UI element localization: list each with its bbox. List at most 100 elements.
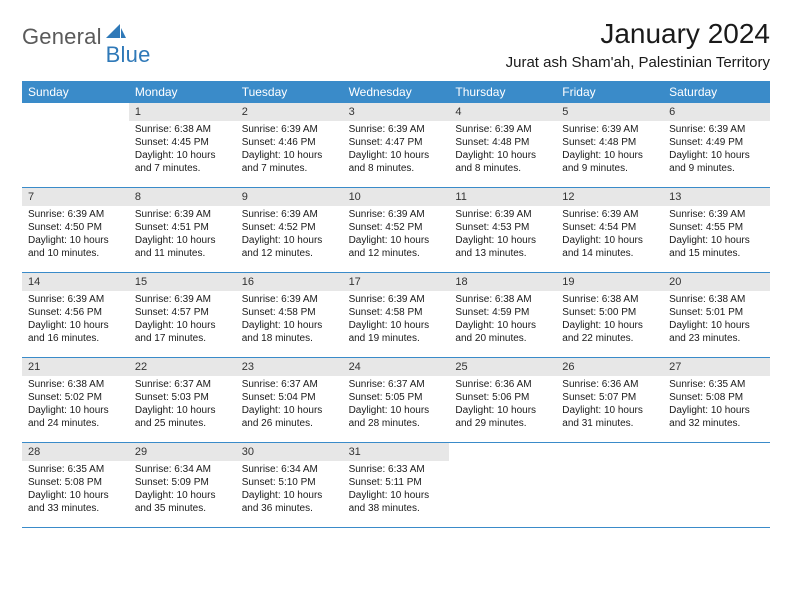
day-detail: Sunrise: 6:35 AMSunset: 5:08 PMDaylight:… (22, 461, 129, 521)
detail-line: Sunset: 4:52 PM (349, 221, 444, 234)
detail-line: Daylight: 10 hours (349, 404, 444, 417)
day-number: 24 (343, 358, 450, 376)
detail-line: Daylight: 10 hours (135, 234, 230, 247)
detail-line: Daylight: 10 hours (455, 319, 550, 332)
detail-line: Daylight: 10 hours (28, 489, 123, 502)
detail-line: Sunrise: 6:39 AM (135, 293, 230, 306)
detail-line: Sunrise: 6:39 AM (28, 208, 123, 221)
detail-line: Sunset: 5:07 PM (562, 391, 657, 404)
day-cell: 13Sunrise: 6:39 AMSunset: 4:55 PMDayligh… (663, 188, 770, 272)
detail-line: Sunset: 4:54 PM (562, 221, 657, 234)
day-number: 25 (449, 358, 556, 376)
day-detail: Sunrise: 6:39 AMSunset: 4:52 PMDaylight:… (236, 206, 343, 266)
detail-line: and 24 minutes. (28, 417, 123, 430)
detail-line: Sunrise: 6:38 AM (455, 293, 550, 306)
header: General Blue January 2024 Jurat ash Sham… (22, 18, 770, 71)
dayname: Friday (556, 81, 663, 103)
detail-line: and 9 minutes. (669, 162, 764, 175)
detail-line: and 12 minutes. (349, 247, 444, 260)
detail-line: Daylight: 10 hours (349, 319, 444, 332)
day-cell: 5Sunrise: 6:39 AMSunset: 4:48 PMDaylight… (556, 103, 663, 187)
detail-line: Daylight: 10 hours (562, 234, 657, 247)
detail-line: Daylight: 10 hours (349, 149, 444, 162)
location: Jurat ash Sham'ah, Palestinian Territory (506, 54, 770, 71)
dayname: Sunday (22, 81, 129, 103)
detail-line: Sunrise: 6:33 AM (349, 463, 444, 476)
detail-line: and 16 minutes. (28, 332, 123, 345)
day-cell: 24Sunrise: 6:37 AMSunset: 5:05 PMDayligh… (343, 358, 450, 442)
detail-line: Sunset: 5:06 PM (455, 391, 550, 404)
detail-line: Sunrise: 6:39 AM (28, 293, 123, 306)
day-cell: 19Sunrise: 6:38 AMSunset: 5:00 PMDayligh… (556, 273, 663, 357)
day-detail: Sunrise: 6:34 AMSunset: 5:10 PMDaylight:… (236, 461, 343, 521)
day-cell: 30Sunrise: 6:34 AMSunset: 5:10 PMDayligh… (236, 443, 343, 527)
detail-line: Sunrise: 6:34 AM (242, 463, 337, 476)
day-detail: Sunrise: 6:39 AMSunset: 4:47 PMDaylight:… (343, 121, 450, 181)
detail-line: Sunrise: 6:38 AM (28, 378, 123, 391)
day-detail: Sunrise: 6:38 AMSunset: 4:59 PMDaylight:… (449, 291, 556, 351)
detail-line: Daylight: 10 hours (242, 489, 337, 502)
detail-line: Sunrise: 6:39 AM (455, 123, 550, 136)
detail-line: Sunrise: 6:36 AM (455, 378, 550, 391)
day-detail: Sunrise: 6:37 AMSunset: 5:05 PMDaylight:… (343, 376, 450, 436)
day-cell: 7Sunrise: 6:39 AMSunset: 4:50 PMDaylight… (22, 188, 129, 272)
detail-line: Sunrise: 6:39 AM (349, 208, 444, 221)
detail-line: Sunrise: 6:39 AM (135, 208, 230, 221)
detail-line: Sunset: 4:55 PM (669, 221, 764, 234)
detail-line: Sunrise: 6:39 AM (669, 123, 764, 136)
day-detail: Sunrise: 6:39 AMSunset: 4:48 PMDaylight:… (449, 121, 556, 181)
day-cell: 27Sunrise: 6:35 AMSunset: 5:08 PMDayligh… (663, 358, 770, 442)
detail-line: Sunset: 5:00 PM (562, 306, 657, 319)
detail-line: and 7 minutes. (135, 162, 230, 175)
detail-line: Sunset: 5:01 PM (669, 306, 764, 319)
detail-line: and 7 minutes. (242, 162, 337, 175)
detail-line: and 12 minutes. (242, 247, 337, 260)
detail-line: Sunset: 4:58 PM (242, 306, 337, 319)
detail-line: Daylight: 10 hours (135, 489, 230, 502)
day-cell: 20Sunrise: 6:38 AMSunset: 5:01 PMDayligh… (663, 273, 770, 357)
day-cell: 16Sunrise: 6:39 AMSunset: 4:58 PMDayligh… (236, 273, 343, 357)
day-cell: 2Sunrise: 6:39 AMSunset: 4:46 PMDaylight… (236, 103, 343, 187)
day-detail: Sunrise: 6:37 AMSunset: 5:04 PMDaylight:… (236, 376, 343, 436)
detail-line: and 15 minutes. (669, 247, 764, 260)
week-row: 1Sunrise: 6:38 AMSunset: 4:45 PMDaylight… (22, 103, 770, 188)
day-cell: 10Sunrise: 6:39 AMSunset: 4:52 PMDayligh… (343, 188, 450, 272)
week-row: 21Sunrise: 6:38 AMSunset: 5:02 PMDayligh… (22, 358, 770, 443)
detail-line: Sunrise: 6:35 AM (28, 463, 123, 476)
logo-word2: Blue (106, 42, 151, 68)
day-cell (663, 443, 770, 527)
logo-word1: General (22, 24, 102, 50)
day-number: 26 (556, 358, 663, 376)
day-cell: 31Sunrise: 6:33 AMSunset: 5:11 PMDayligh… (343, 443, 450, 527)
day-cell: 4Sunrise: 6:39 AMSunset: 4:48 PMDaylight… (449, 103, 556, 187)
logo-sail-icon (106, 24, 126, 40)
detail-line: Sunset: 5:10 PM (242, 476, 337, 489)
detail-line: and 25 minutes. (135, 417, 230, 430)
detail-line: Sunrise: 6:39 AM (242, 208, 337, 221)
day-number: 8 (129, 188, 236, 206)
day-detail: Sunrise: 6:35 AMSunset: 5:08 PMDaylight:… (663, 376, 770, 436)
detail-line: Daylight: 10 hours (562, 149, 657, 162)
week-row: 14Sunrise: 6:39 AMSunset: 4:56 PMDayligh… (22, 273, 770, 358)
day-detail: Sunrise: 6:38 AMSunset: 5:02 PMDaylight:… (22, 376, 129, 436)
logo: General Blue (22, 18, 173, 50)
day-number: 28 (22, 443, 129, 461)
day-detail: Sunrise: 6:39 AMSunset: 4:46 PMDaylight:… (236, 121, 343, 181)
day-number: 3 (343, 103, 450, 121)
week-row: 7Sunrise: 6:39 AMSunset: 4:50 PMDaylight… (22, 188, 770, 273)
dayname: Monday (129, 81, 236, 103)
detail-line: Sunrise: 6:38 AM (135, 123, 230, 136)
day-number: 12 (556, 188, 663, 206)
detail-line: Sunset: 5:04 PM (242, 391, 337, 404)
detail-line: and 17 minutes. (135, 332, 230, 345)
detail-line: and 31 minutes. (562, 417, 657, 430)
detail-line: Sunset: 5:03 PM (135, 391, 230, 404)
detail-line: Daylight: 10 hours (28, 234, 123, 247)
day-number: 17 (343, 273, 450, 291)
detail-line: and 19 minutes. (349, 332, 444, 345)
detail-line: Daylight: 10 hours (242, 149, 337, 162)
detail-line: Sunset: 5:09 PM (135, 476, 230, 489)
day-detail: Sunrise: 6:38 AMSunset: 5:01 PMDaylight:… (663, 291, 770, 351)
day-detail: Sunrise: 6:39 AMSunset: 4:51 PMDaylight:… (129, 206, 236, 266)
detail-line: and 8 minutes. (349, 162, 444, 175)
